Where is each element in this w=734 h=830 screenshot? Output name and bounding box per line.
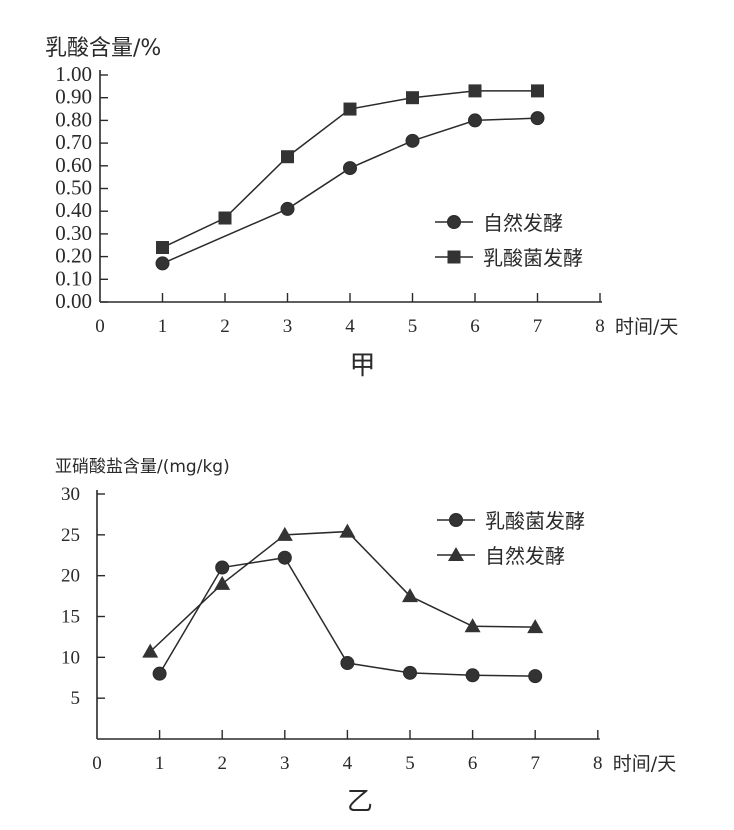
y-tick-label: 1.00: [55, 62, 92, 86]
chart-title: 甲: [349, 351, 375, 381]
x-tick-label: 1: [158, 316, 168, 337]
data-point-triangle: [339, 523, 356, 538]
data-point-triangle: [464, 618, 481, 633]
data-point-triangle: [214, 575, 231, 590]
x-tick-label: 0: [92, 753, 102, 774]
data-point-circle: [530, 111, 545, 126]
data-point-square: [156, 241, 169, 255]
x-tick-label: 7: [533, 316, 543, 337]
data-point-circle: [155, 256, 170, 271]
y-tick-label: 0.50: [55, 176, 92, 200]
x-tick-label: 8: [595, 316, 605, 337]
data-point-triangle: [402, 588, 418, 603]
chart-2: [96, 490, 600, 740]
y-tick-label: 0.80: [55, 107, 92, 131]
y-tick-label: 5: [71, 688, 81, 709]
y-tick-label: 20: [61, 566, 80, 587]
data-point-square: [218, 211, 232, 225]
legend-label: 自然发酵: [483, 211, 563, 235]
data-point-circle: [343, 161, 357, 176]
data-point-circle: [215, 560, 230, 575]
data-point-triangle: [527, 619, 544, 634]
series-line-1: [162, 117, 538, 265]
legend-marker-circle: [447, 215, 461, 229]
legend-marker-triangle: [448, 547, 464, 561]
y-tick-label: 30: [61, 484, 80, 505]
data-point-triangle: [276, 526, 293, 541]
x-axis-label: 时间/天: [615, 316, 678, 338]
data-point-triangle: [142, 643, 159, 658]
y-tick-label: 10: [61, 647, 80, 668]
data-point-circle: [405, 133, 420, 148]
y-tick-label: 25: [61, 525, 80, 546]
y-tick-label: 0.10: [55, 266, 92, 290]
legend-label: 乳酸菌发酵: [485, 509, 585, 533]
x-tick-label: 6: [468, 753, 478, 774]
y-tick-label: 0.40: [55, 198, 92, 222]
data-point-circle: [277, 550, 292, 565]
y-tick-label: 0.20: [55, 244, 92, 268]
data-point-circle: [403, 665, 417, 680]
x-tick-label: 8: [593, 753, 603, 774]
x-tick-label: 5: [405, 753, 415, 774]
data-point-circle: [468, 113, 482, 128]
x-tick-label: 1: [155, 753, 165, 774]
y-tick-label: 0.00: [55, 289, 92, 313]
data-point-circle: [280, 201, 295, 216]
y-tick-label: 15: [61, 607, 80, 628]
x-tick-label: 4: [345, 316, 355, 337]
x-tick-label: 3: [280, 753, 290, 774]
data-point-square: [281, 150, 294, 164]
data-point-square: [531, 84, 544, 98]
data-point-square: [406, 91, 419, 105]
x-tick-label: 6: [470, 316, 480, 337]
data-point-circle: [152, 666, 167, 681]
y-axis-label: 乳酸含量/%: [45, 36, 161, 61]
x-tick-label: 7: [530, 753, 540, 774]
data-point-square: [343, 102, 357, 116]
x-tick-label: 4: [343, 753, 353, 774]
x-tick-label: 2: [217, 753, 227, 774]
legend-label: 自然发酵: [485, 544, 565, 568]
x-tick-label: 3: [283, 316, 293, 337]
y-tick-label: 0.30: [55, 221, 92, 245]
data-point-circle: [340, 656, 355, 671]
chart-1: [99, 70, 602, 303]
y-tick-label: 0.90: [55, 85, 92, 109]
y-tick-label: 0.60: [55, 153, 92, 177]
x-tick-label: 0: [95, 316, 105, 337]
data-point-circle: [528, 669, 543, 684]
y-tick-label: 0.70: [55, 130, 92, 154]
data-point-circle: [465, 668, 480, 683]
legend-marker-square: [447, 250, 461, 264]
legend-marker-circle: [449, 513, 463, 527]
chart-title: 乙: [347, 787, 373, 817]
y-axis-label: 亚硝酸盐含量/(mg/kg): [55, 457, 230, 477]
x-tick-label: 5: [408, 316, 418, 337]
x-axis-label: 时间/天: [613, 753, 676, 775]
x-tick-label: 2: [220, 316, 230, 337]
legend-label: 乳酸菌发酵: [483, 246, 583, 270]
data-point-square: [468, 84, 482, 98]
